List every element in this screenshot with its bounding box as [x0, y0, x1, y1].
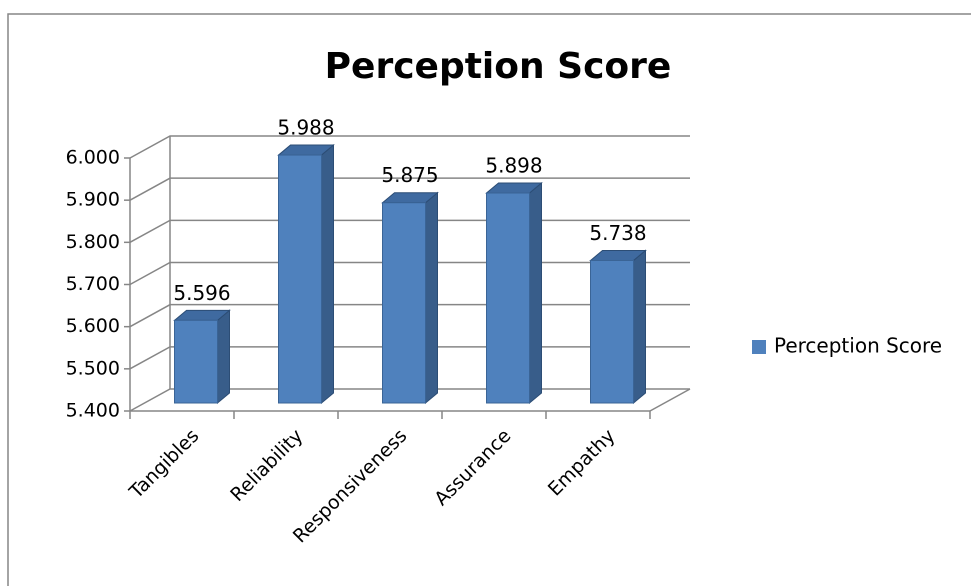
y-tick-label: 5.700 — [66, 273, 120, 295]
bar-side — [217, 309, 230, 405]
grid-line — [129, 177, 690, 201]
bar — [486, 192, 530, 404]
bar-side — [529, 181, 542, 405]
bar-side — [425, 191, 438, 405]
y-tick-label: 5.900 — [66, 189, 120, 211]
data-label: 5.988 — [277, 116, 334, 140]
y-tick-label: 5.600 — [66, 315, 120, 337]
data-label: 5.596 — [173, 281, 230, 305]
bar — [382, 202, 426, 404]
y-tick-label: 6.000 — [66, 147, 120, 169]
legend-swatch — [752, 340, 766, 354]
legend-label: Perception Score — [774, 334, 942, 358]
data-label: 5.898 — [485, 154, 542, 178]
y-tick-label: 5.500 — [66, 357, 120, 379]
data-label: 5.875 — [381, 163, 438, 187]
y-tick-label: 5.400 — [66, 400, 120, 422]
grid-line — [129, 135, 690, 159]
chart-title: Perception Score — [325, 46, 672, 87]
y-tick-label: 5.800 — [66, 231, 120, 253]
axis-line — [649, 388, 691, 412]
bar-side — [633, 249, 646, 405]
bar-side — [321, 143, 334, 405]
bar — [174, 319, 218, 404]
bar — [590, 259, 634, 404]
data-label: 5.738 — [589, 221, 646, 245]
bar — [278, 154, 322, 404]
